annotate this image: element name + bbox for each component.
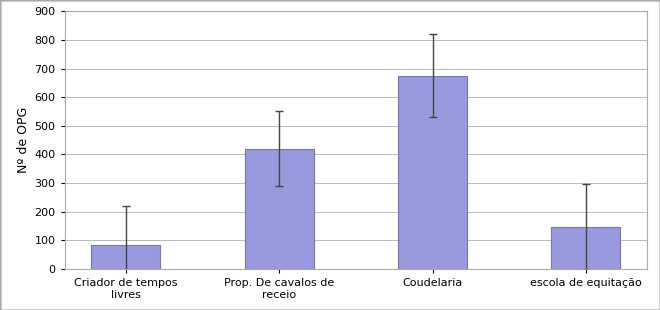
Bar — [398, 76, 467, 269]
Bar — [91, 245, 160, 269]
Bar — [245, 149, 314, 269]
Bar — [551, 227, 620, 269]
Y-axis label: Nº de OPG: Nº de OPG — [17, 107, 30, 173]
